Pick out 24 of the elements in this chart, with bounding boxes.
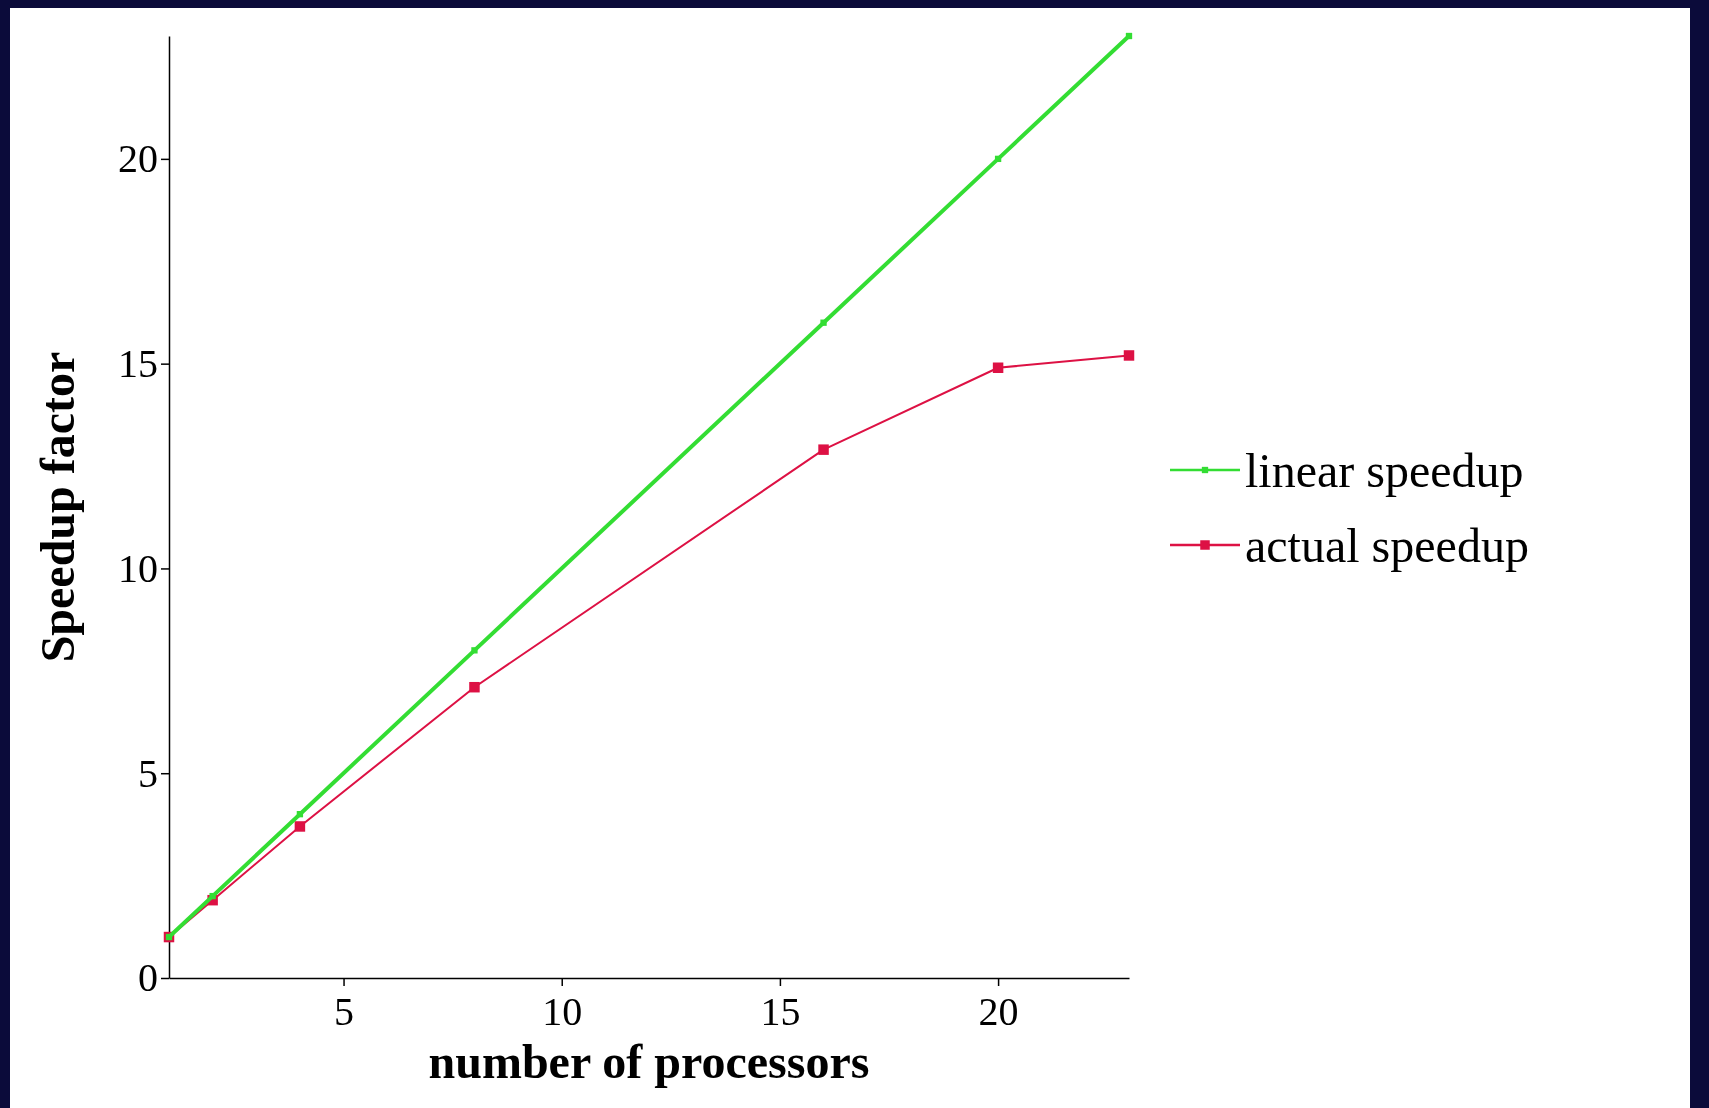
legend-label: actual speedup [1245,518,1529,572]
y-tick-label: 15 [118,340,158,386]
x-tick-label: 20 [978,989,1019,1034]
x-axis-title: number of processors [428,1035,870,1088]
point [296,811,304,818]
y-tick-label: 5 [138,750,158,796]
x-tick-label: 10 [542,989,583,1034]
y-axis-title: Speedup factor [31,351,84,663]
x-tick-label: 15 [760,989,801,1034]
y-tick-label: 10 [118,545,158,591]
y-tick-label: 20 [118,136,158,182]
point [471,647,478,654]
legend-label: linear speedup [1245,443,1524,497]
point [818,444,829,455]
point [209,892,216,900]
point [994,155,1002,163]
point [294,821,306,832]
point [469,681,480,693]
point [1123,350,1135,361]
point [992,362,1004,373]
point [1125,32,1133,40]
y-tick-label: 0 [138,955,158,1001]
x-tick-label: 5 [334,989,355,1034]
point [820,319,827,326]
